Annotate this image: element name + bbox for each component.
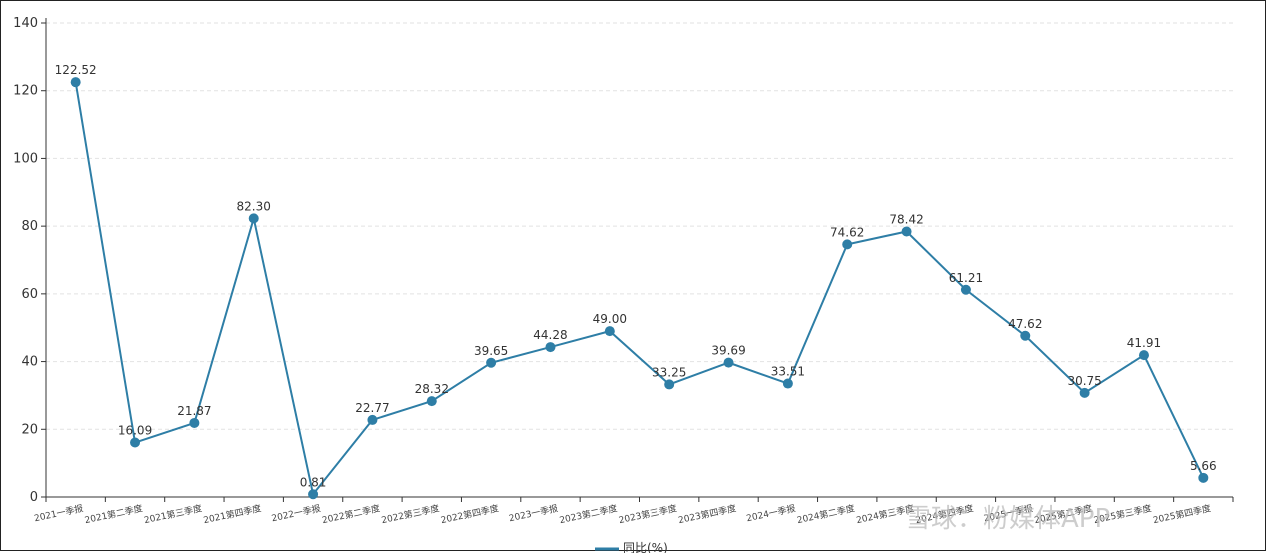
y-tick-label: 20 — [21, 422, 38, 437]
x-tick-label: 2022一季报 — [270, 502, 321, 524]
x-tick-label: 2022第四季度 — [440, 502, 500, 526]
x-tick-label: 2023一季报 — [508, 502, 559, 524]
x-tick-label: 2024一季报 — [745, 502, 796, 524]
data-label: 47.62 — [1008, 317, 1042, 331]
y-tick-label: 140 — [13, 16, 38, 31]
data-point[interactable] — [782, 378, 793, 389]
x-tick-label: 2021一季报 — [33, 502, 84, 524]
data-label: 30.75 — [1067, 374, 1101, 388]
gridlines — [46, 22, 1233, 430]
legend: 同比(%) — [595, 541, 668, 553]
data-label: 49.00 — [593, 312, 627, 326]
data-point[interactable] — [130, 437, 141, 448]
data-label: 21.87 — [177, 404, 211, 418]
data-label: 28.32 — [415, 382, 449, 396]
y-tick-label: 80 — [21, 219, 38, 234]
data-point[interactable] — [723, 357, 734, 368]
data-point[interactable] — [960, 284, 971, 295]
x-tick-label: 2025第四季度 — [1152, 502, 1212, 526]
data-label: 82.30 — [237, 199, 271, 213]
data-label: 16.09 — [118, 424, 152, 438]
data-point[interactable] — [901, 226, 912, 237]
x-tick-label: 2021第二季度 — [84, 502, 144, 526]
x-tick-label: 2021第三季度 — [143, 502, 203, 526]
y-tick-label: 60 — [21, 287, 38, 302]
data-label: 41.91 — [1127, 336, 1161, 350]
data-label: 0.81 — [300, 475, 327, 489]
data-point[interactable] — [308, 489, 319, 500]
data-label: 39.69 — [711, 344, 745, 358]
x-tick-label: 2022第二季度 — [321, 502, 381, 526]
data-point[interactable] — [426, 396, 437, 407]
y-tick-label: 0 — [30, 490, 38, 505]
data-label: 61.21 — [949, 271, 983, 285]
data-label: 78.42 — [889, 212, 923, 226]
data-point[interactable] — [70, 77, 81, 88]
data-label: 22.77 — [355, 401, 389, 415]
data-label: 122.52 — [55, 63, 97, 77]
data-label: 5.66 — [1190, 459, 1217, 473]
data-labels: 122.52 16.09 21.87 82.30 0.81 22.77 28.32 39.65… — [55, 63, 1217, 489]
y-tick-label: 40 — [21, 355, 38, 370]
data-point[interactable] — [367, 414, 378, 425]
x-tick-label: 2024第二季度 — [796, 502, 856, 526]
data-label: 74.62 — [830, 225, 864, 239]
axes — [45, 18, 1233, 498]
data-point[interactable] — [1138, 350, 1149, 361]
data-label: 33.25 — [652, 365, 686, 379]
series — [70, 77, 1209, 500]
series-line — [74, 82, 1205, 497]
x-tick-label: 2023第三季度 — [618, 502, 678, 526]
x-tick-label: 2022第三季度 — [380, 502, 440, 526]
x-tick-label: 2023第二季度 — [558, 502, 618, 526]
data-point[interactable] — [189, 417, 200, 428]
x-tick-label: 2023第四季度 — [677, 502, 737, 526]
data-point[interactable] — [664, 379, 675, 390]
watermark: 雪球：粉媒体APP — [905, 504, 1110, 534]
data-point[interactable] — [842, 239, 853, 250]
data-point[interactable] — [1198, 472, 1209, 483]
y-axis-ticks: 0 20 40 60 80 100 120 140 — [13, 16, 46, 505]
data-label: 33.51 — [771, 365, 805, 379]
y-tick-label: 120 — [13, 84, 38, 99]
x-tick-label: 2021第四季度 — [202, 502, 262, 526]
data-point[interactable] — [1020, 330, 1031, 341]
data-point[interactable] — [1079, 387, 1090, 398]
data-point[interactable] — [486, 357, 497, 368]
data-label: 44.28 — [533, 328, 567, 342]
legend-label[interactable]: 同比(%) — [623, 541, 668, 553]
y-tick-label: 100 — [13, 151, 38, 166]
data-point[interactable] — [248, 213, 259, 224]
data-point[interactable] — [545, 342, 556, 353]
data-label: 39.65 — [474, 344, 508, 358]
data-point[interactable] — [604, 326, 615, 337]
